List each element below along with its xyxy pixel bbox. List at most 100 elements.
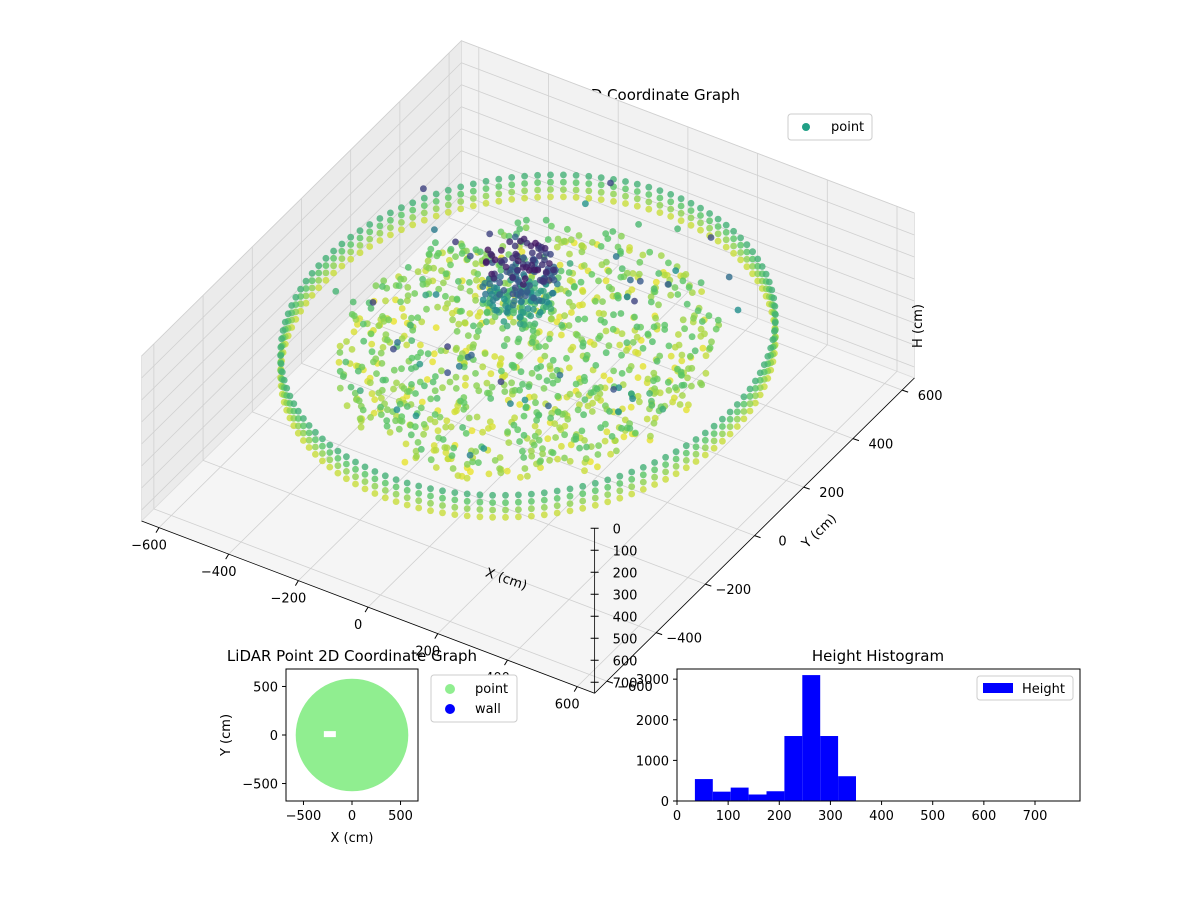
- lidar-point: [544, 435, 552, 443]
- lidar-point: [688, 382, 695, 390]
- y-tick-label: 1000: [636, 754, 669, 769]
- lidar-point: [536, 252, 543, 260]
- lidar-point: [350, 312, 358, 320]
- lidar-point: [383, 422, 391, 430]
- lidar-point: [390, 345, 397, 353]
- z-tick-label: 200: [613, 566, 638, 581]
- lidar-point: [476, 491, 484, 499]
- legend-hist[interactable]: Height: [976, 675, 1074, 701]
- lidar-point: [622, 178, 629, 185]
- lidar-point: [465, 414, 473, 422]
- lidar-point: [714, 215, 722, 223]
- lidar-point: [486, 230, 494, 238]
- lidar-point: [730, 227, 737, 235]
- lidar-point: [501, 388, 509, 395]
- lidar-point: [664, 378, 672, 386]
- lidar-point: [588, 408, 596, 415]
- lidar-point: [566, 485, 574, 493]
- lidar-point: [558, 331, 565, 339]
- lidar-point: [594, 463, 601, 471]
- lidar-point: [566, 277, 574, 284]
- x-tick-label: 500: [388, 809, 413, 824]
- grid-line: [448, 217, 903, 391]
- lidar-point: [618, 370, 626, 377]
- lidar-point: [370, 358, 377, 366]
- lidar-point: [453, 295, 461, 303]
- lidar-point: [698, 318, 706, 325]
- histogram-bar: [784, 736, 803, 801]
- lidar-point: [347, 241, 355, 248]
- lidar-point: [604, 498, 612, 506]
- lidar-point: [679, 277, 687, 285]
- lidar-point: [381, 479, 389, 487]
- lidar-point: [602, 327, 610, 335]
- lidar-point: [722, 243, 730, 251]
- lidar-point: [446, 378, 454, 386]
- lidar-point: [581, 315, 589, 323]
- lidar-point: [422, 291, 430, 299]
- lidar-point: [481, 350, 489, 357]
- lidar-point: [565, 364, 573, 372]
- lidar-point: [525, 383, 533, 390]
- lidar-point: [393, 406, 401, 414]
- lidar-point: [535, 296, 543, 304]
- legend-label-wall: wall: [475, 702, 501, 717]
- lidar-point: [300, 437, 307, 444]
- lidar-point: [532, 399, 539, 407]
- lidar-point: [566, 390, 574, 398]
- lidar-point: [655, 301, 662, 309]
- lidar-point: [549, 449, 557, 457]
- legend-2d[interactable]: point wall: [430, 674, 518, 723]
- lidar-point: [349, 298, 357, 306]
- lidar-point: [439, 487, 446, 495]
- lidar-point: [534, 186, 541, 194]
- z-axis-label-3d: H (cm): [911, 304, 926, 348]
- lidar-point: [647, 298, 655, 306]
- legend-3d[interactable]: point: [787, 113, 873, 141]
- y-tick-label: −500: [242, 778, 278, 793]
- lidar-point: [444, 186, 452, 194]
- lidar-point: [521, 194, 528, 202]
- lidar-point: [546, 362, 554, 370]
- lidar-point: [599, 298, 606, 305]
- lidar-point: [605, 267, 613, 275]
- lidar-point: [682, 464, 690, 472]
- lidar-point: [521, 275, 529, 282]
- lidar-point: [530, 306, 537, 313]
- lidar-point: [366, 228, 374, 236]
- lidar-point: [542, 343, 549, 350]
- lidar-point: [372, 282, 380, 290]
- lidar-point: [581, 437, 588, 444]
- lidar-point: [498, 259, 506, 266]
- lidar-point: [319, 435, 326, 443]
- lidar-point: [597, 174, 605, 182]
- lidar-point: [563, 354, 570, 362]
- y-tick-label: 200: [819, 486, 844, 501]
- lidar-point: [540, 385, 548, 392]
- lidar-point: [472, 370, 479, 377]
- lidar-point: [423, 376, 431, 383]
- lidar-point: [553, 509, 561, 517]
- lidar-point: [439, 384, 446, 392]
- lidar-point: [509, 274, 516, 281]
- lidar-point: [432, 198, 440, 205]
- lidar-point: [579, 490, 587, 498]
- lidar-point: [677, 217, 685, 225]
- lidar-point: [447, 423, 455, 431]
- lidar-point: [474, 312, 482, 320]
- lidar-point: [528, 512, 535, 520]
- lidar-point: [397, 298, 404, 306]
- lidar-point: [714, 230, 722, 238]
- lidar-point: [701, 444, 709, 452]
- lidar-point: [369, 299, 377, 306]
- lidar-point: [628, 475, 636, 483]
- lidar-point: [420, 209, 428, 217]
- lidar-point: [371, 482, 379, 490]
- lidar-point: [403, 501, 411, 509]
- lidar-point: [476, 248, 484, 256]
- lidar-point: [347, 233, 355, 241]
- lidar-point: [392, 417, 399, 425]
- lidar-point: [650, 390, 658, 397]
- lidar-point: [540, 504, 548, 511]
